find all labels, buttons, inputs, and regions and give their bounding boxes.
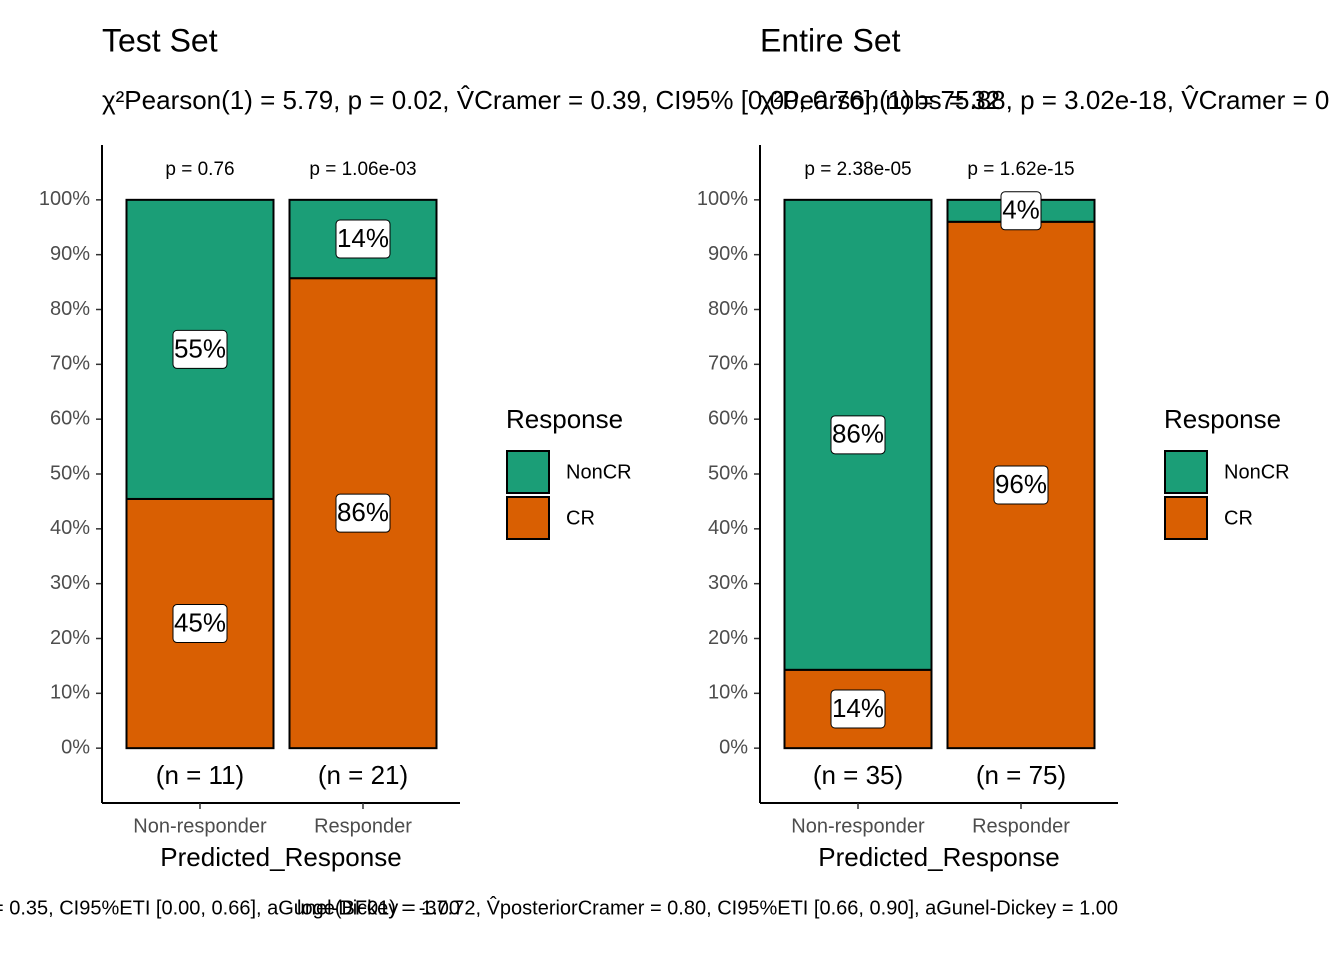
y-tick-label: 100% (39, 188, 90, 210)
value-label: 86% (337, 497, 389, 527)
value-label: 4% (1002, 195, 1040, 225)
count-label: (n = 75) (976, 760, 1066, 790)
legend-swatch (506, 450, 550, 494)
y-tick-label: 70% (50, 353, 90, 375)
legend-label: NonCR (566, 461, 632, 483)
legend-swatch (506, 496, 550, 540)
top-label: p = 0.76 (165, 159, 234, 180)
value-label-box (172, 329, 228, 369)
y-tick-label: 60% (50, 407, 90, 429)
chart-caption: loge(BF01) = -37.72, V̂posteriorCramer =… (297, 896, 1118, 919)
y-tick-label: 0% (719, 736, 748, 758)
x-tick-label: Non-responder (791, 815, 925, 837)
y-tick-label: 80% (50, 298, 90, 320)
legend-swatch (1164, 450, 1208, 494)
value-label-box (1000, 191, 1042, 231)
y-tick-label: 10% (50, 682, 90, 704)
value-label: 86% (832, 419, 884, 449)
y-tick-label: 50% (50, 462, 90, 484)
chart-caption: = 0.35, CI95%ETI [0.00, 0.66], aGunel-Di… (0, 897, 460, 919)
y-tick-label: 10% (708, 682, 748, 704)
value-label-box (993, 465, 1049, 505)
y-tick-label: 100% (697, 188, 748, 210)
top-label: p = 1.06e-03 (309, 159, 416, 180)
value-label-box (830, 689, 886, 729)
legend-label: CR (566, 507, 595, 529)
top-label: p = 2.38e-05 (804, 159, 911, 180)
legend-title: Response (1164, 404, 1281, 434)
chart-subtitle: χ²Pearson(1) = 75.88, p = 3.02e-18, V̂Cr… (760, 85, 1329, 115)
count-label: (n = 21) (318, 760, 408, 790)
chart-title: Entire Set (760, 22, 901, 58)
x-axis-title: Predicted_Response (818, 842, 1059, 872)
y-tick-label: 30% (708, 572, 748, 594)
y-tick-label: 80% (708, 298, 748, 320)
value-label: 14% (832, 693, 884, 723)
value-label: 45% (174, 607, 226, 637)
value-label-box (830, 415, 886, 455)
y-tick-label: 0% (61, 736, 90, 758)
x-tick-label: Responder (972, 815, 1070, 837)
value-label: 55% (174, 333, 226, 363)
y-tick-label: 40% (50, 517, 90, 539)
chart-subtitle: χ²Pearson(1) = 5.79, p = 0.02, V̂Cramer … (102, 85, 1000, 115)
chart-title: Test Set (102, 22, 218, 58)
value-label: 96% (995, 469, 1047, 499)
y-tick-label: 90% (708, 243, 748, 265)
x-tick-label: Non-responder (133, 815, 267, 837)
y-tick-label: 20% (708, 627, 748, 649)
legend-title: Response (506, 404, 623, 434)
legend-label: CR (1224, 507, 1253, 529)
count-label: (n = 11) (156, 760, 244, 790)
y-tick-label: 90% (50, 243, 90, 265)
y-tick-label: 40% (708, 517, 748, 539)
y-tick-label: 60% (708, 407, 748, 429)
top-label: p = 1.62e-15 (967, 159, 1074, 180)
value-label: 14% (337, 223, 389, 253)
y-tick-label: 70% (708, 353, 748, 375)
legend-swatch (1164, 496, 1208, 540)
value-label-box (335, 219, 391, 259)
x-axis-title: Predicted_Response (160, 842, 401, 872)
y-tick-label: 50% (708, 462, 748, 484)
legend-label: NonCR (1224, 461, 1290, 483)
y-tick-label: 20% (50, 627, 90, 649)
count-label: (n = 35) (813, 760, 903, 790)
value-label-box (172, 604, 228, 644)
value-label-box (335, 493, 391, 533)
x-tick-label: Responder (314, 815, 412, 837)
y-tick-label: 30% (50, 572, 90, 594)
